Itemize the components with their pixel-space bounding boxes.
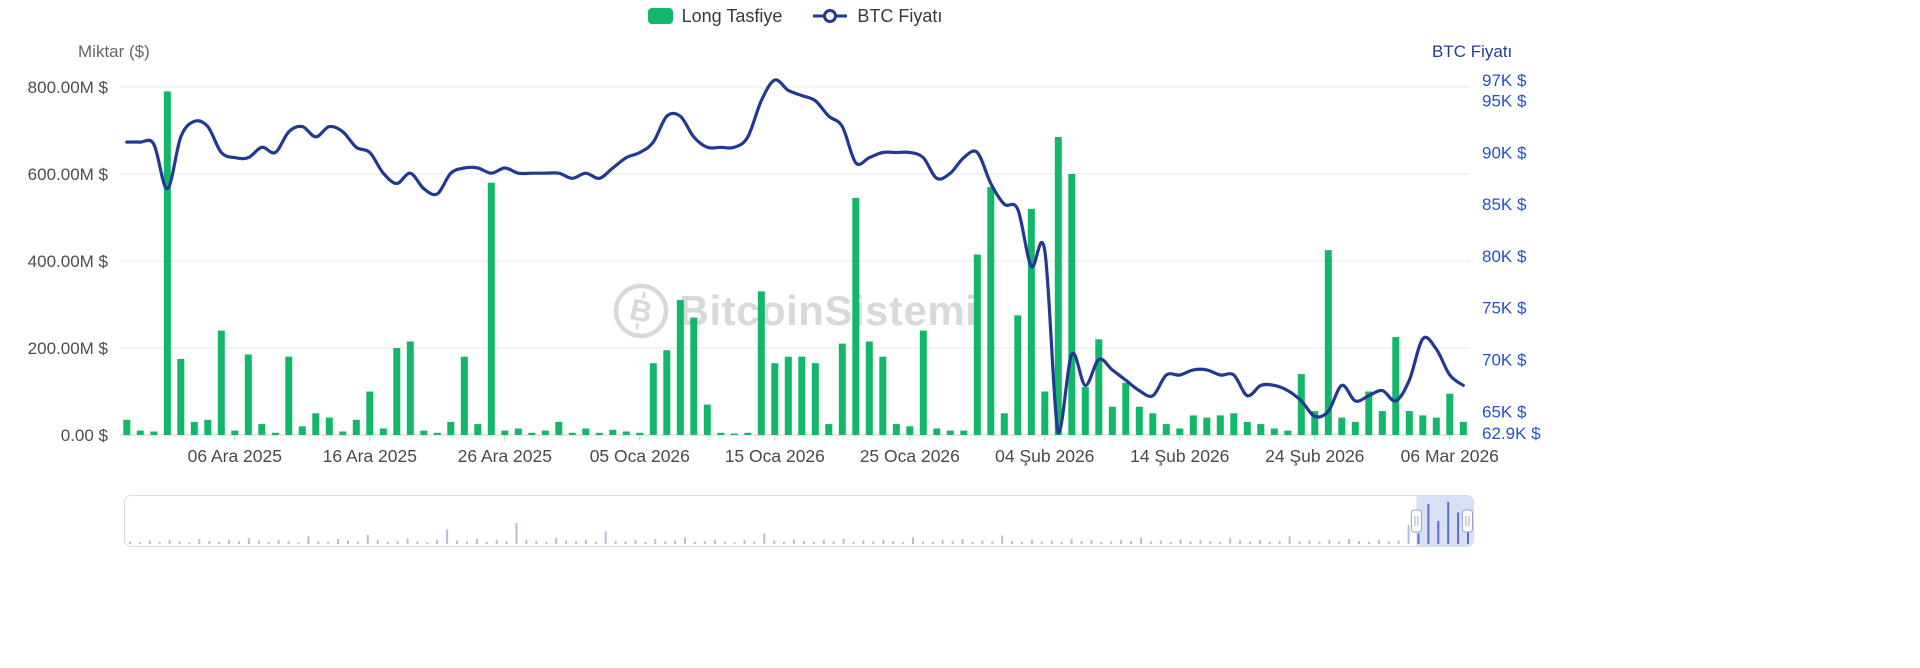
x-axis-labels: 06 Ara 2025 16 Ara 2025 26 Ara 2025 05 Oca … (188, 446, 1499, 466)
svg-text:26 Ara 2025: 26 Ara 2025 (458, 446, 552, 466)
svg-text:62.9K $: 62.9K $ (1482, 424, 1541, 443)
navigator-handle-right[interactable] (1462, 509, 1473, 533)
svg-text:97K $: 97K $ (1482, 71, 1527, 90)
svg-text:25 Oca 2026: 25 Oca 2026 (860, 446, 960, 466)
svg-text:06 Mar 2026: 06 Mar 2026 (1401, 446, 1499, 466)
svg-text:400.00M $: 400.00M $ (28, 252, 109, 271)
navigator-handle-left[interactable] (1410, 509, 1422, 533)
navigator-mini-chart[interactable] (125, 496, 1473, 546)
legend-label-btc-price: BTC Fiyatı (857, 5, 943, 26)
main-chart: 800.00M $ 600.00M $ 400.00M $ 200.00M $ 0.00… (28, 71, 1541, 466)
right-axis-labels: 97K $ 95K $ 90K $ 85K $ 80K $ 75K $ 70K $ 65K $… (1482, 71, 1541, 443)
svg-text:14 Şub 2026: 14 Şub 2026 (1130, 446, 1229, 466)
range-navigator[interactable] (124, 495, 1474, 547)
svg-text:06 Ara 2025: 06 Ara 2025 (188, 446, 282, 466)
svg-text:04 Şub 2026: 04 Şub 2026 (995, 446, 1094, 466)
svg-text:65K $: 65K $ (1482, 402, 1527, 421)
svg-text:200.00M $: 200.00M $ (28, 339, 109, 358)
svg-text:24 Şub 2026: 24 Şub 2026 (1265, 446, 1364, 466)
navigator-series (129, 502, 1469, 544)
svg-text:600.00M $: 600.00M $ (28, 165, 109, 184)
svg-text:70K $: 70K $ (1482, 351, 1527, 370)
long-liquidation-bars (123, 91, 1467, 436)
legend-label-long-liquidations: Long Tasfiye (681, 5, 783, 26)
svg-text:95K $: 95K $ (1482, 92, 1527, 111)
x-axis-ticks (234, 435, 1451, 441)
left-axis-title: Miktar ($) (78, 42, 150, 61)
svg-text:85K $: 85K $ (1482, 195, 1527, 214)
svg-text:80K $: 80K $ (1482, 247, 1527, 266)
chart-legend: Long Tasfiye BTC Fiyatı (120, 2, 1470, 30)
svg-text:0.00 $: 0.00 $ (61, 426, 109, 445)
left-axis-labels: 800.00M $ 600.00M $ 400.00M $ 200.00M $ 0.00… (28, 78, 109, 445)
bar-series-swatch-icon (647, 8, 673, 24)
svg-text:75K $: 75K $ (1482, 299, 1527, 318)
grid-lines (120, 86, 1470, 436)
legend-item-btc-price[interactable]: BTC Fiyatı (812, 6, 942, 27)
svg-text:15 Oca 2026: 15 Oca 2026 (725, 446, 825, 466)
line-series-marker-icon (812, 8, 848, 24)
legend-item-long-liquidations[interactable]: Long Tasfiye (647, 5, 783, 27)
svg-text:05 Oca 2026: 05 Oca 2026 (590, 446, 690, 466)
svg-text:800.00M $: 800.00M $ (28, 78, 109, 97)
svg-text:90K $: 90K $ (1482, 144, 1527, 163)
btc-price-line (125, 78, 1465, 435)
right-axis-title: BTC Fiyatı (1432, 42, 1513, 61)
svg-text:16 Ara 2025: 16 Ara 2025 (323, 446, 417, 466)
